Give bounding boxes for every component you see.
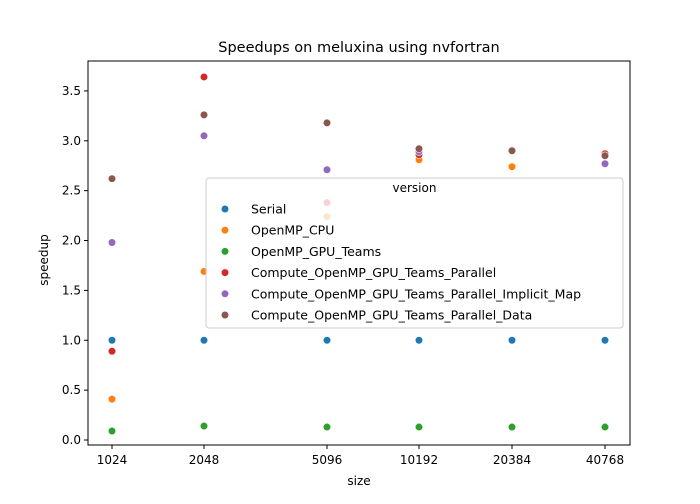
y-tick-label: 1.5 xyxy=(62,283,81,297)
point-compute-openmp-gpu-teams-parallel-data xyxy=(322,118,332,127)
point-openmp-gpu-teams xyxy=(600,422,610,432)
legend-marker xyxy=(220,268,230,277)
legend-label: OpenMP_CPU xyxy=(251,223,334,238)
x-tick-label: 1024 xyxy=(97,453,128,467)
legend-marker xyxy=(220,289,230,298)
point-serial xyxy=(107,336,117,345)
legend-label: Compute_OpenMP_GPU_Teams_Parallel_Implic… xyxy=(251,286,581,301)
point-compute-openmp-gpu-teams-parallel-implicit-map xyxy=(199,131,209,140)
point-serial xyxy=(322,336,332,345)
x-tick-label: 40768 xyxy=(586,453,624,467)
x-tick-label: 2048 xyxy=(189,453,220,467)
x-tick-label: 5096 xyxy=(312,453,343,467)
chart-title: Speedups on meluxina using nvfortran xyxy=(218,40,499,56)
legend-marker xyxy=(220,204,230,214)
point-openmp-gpu-teams xyxy=(199,421,209,431)
point-compute-openmp-gpu-teams-parallel-implicit-map xyxy=(107,238,117,247)
plot-area: 0.0 0.5 1.0 1.5 2.0 2.5 3.0 3.5 1024 2048 5096 1019… xyxy=(62,60,631,467)
point-openmp-cpu xyxy=(507,162,517,171)
point-openmp-cpu xyxy=(107,395,117,404)
x-tick-label: 10192 xyxy=(400,453,438,467)
point-openmp-gpu-teams xyxy=(107,426,117,436)
legend-box xyxy=(205,177,624,329)
y-axis-label: speedup xyxy=(37,234,51,285)
point-compute-openmp-gpu-teams-parallel-data xyxy=(107,174,117,183)
y-tick-label: 3.0 xyxy=(62,134,81,148)
point-compute-openmp-gpu-teams-parallel-data xyxy=(199,110,209,119)
point-openmp-gpu-teams xyxy=(414,422,424,432)
point-serial xyxy=(600,336,610,345)
point-serial xyxy=(507,336,517,345)
point-openmp-gpu-teams xyxy=(507,422,517,432)
legend: version Serial OpenMP_CPU OpenMP_GPU_Teams C… xyxy=(205,177,624,329)
legend-marker xyxy=(220,226,230,235)
legend-marker xyxy=(220,247,230,256)
point-compute-openmp-gpu-teams-parallel-implicit-map xyxy=(322,165,332,174)
y-tick-label: 0.0 xyxy=(62,433,81,447)
plot-frame xyxy=(87,60,631,446)
x-axis-label: size xyxy=(347,474,370,488)
legend-label: Compute_OpenMP_GPU_Teams_Parallel_Data xyxy=(251,308,532,323)
legend-label: Serial xyxy=(251,202,286,217)
point-compute-openmp-gpu-teams-parallel-data xyxy=(507,146,517,155)
point-serial xyxy=(199,336,209,345)
y-tick-label: 1.0 xyxy=(62,333,81,347)
legend-title: version xyxy=(393,181,437,195)
x-tick-label: 20384 xyxy=(493,453,531,467)
y-tick-label: 0.5 xyxy=(62,383,81,397)
point-compute-openmp-gpu-teams-parallel xyxy=(107,347,117,356)
point-compute-openmp-gpu-teams-parallel-implicit-map xyxy=(600,159,610,168)
point-compute-openmp-gpu-teams-parallel-data xyxy=(600,151,610,160)
legend-label: OpenMP_GPU_Teams xyxy=(251,244,381,259)
y-tick-label: 2.0 xyxy=(62,234,81,248)
point-openmp-gpu-teams xyxy=(322,422,332,432)
point-serial xyxy=(414,336,424,345)
legend-label: Compute_OpenMP_GPU_Teams_Parallel xyxy=(251,265,496,280)
point-compute-openmp-gpu-teams-parallel-data xyxy=(414,144,424,153)
y-tick-label: 2.5 xyxy=(62,184,81,198)
point-compute-openmp-gpu-teams-parallel xyxy=(199,72,209,82)
y-tick-label: 3.5 xyxy=(62,84,81,98)
legend-marker xyxy=(220,310,230,320)
